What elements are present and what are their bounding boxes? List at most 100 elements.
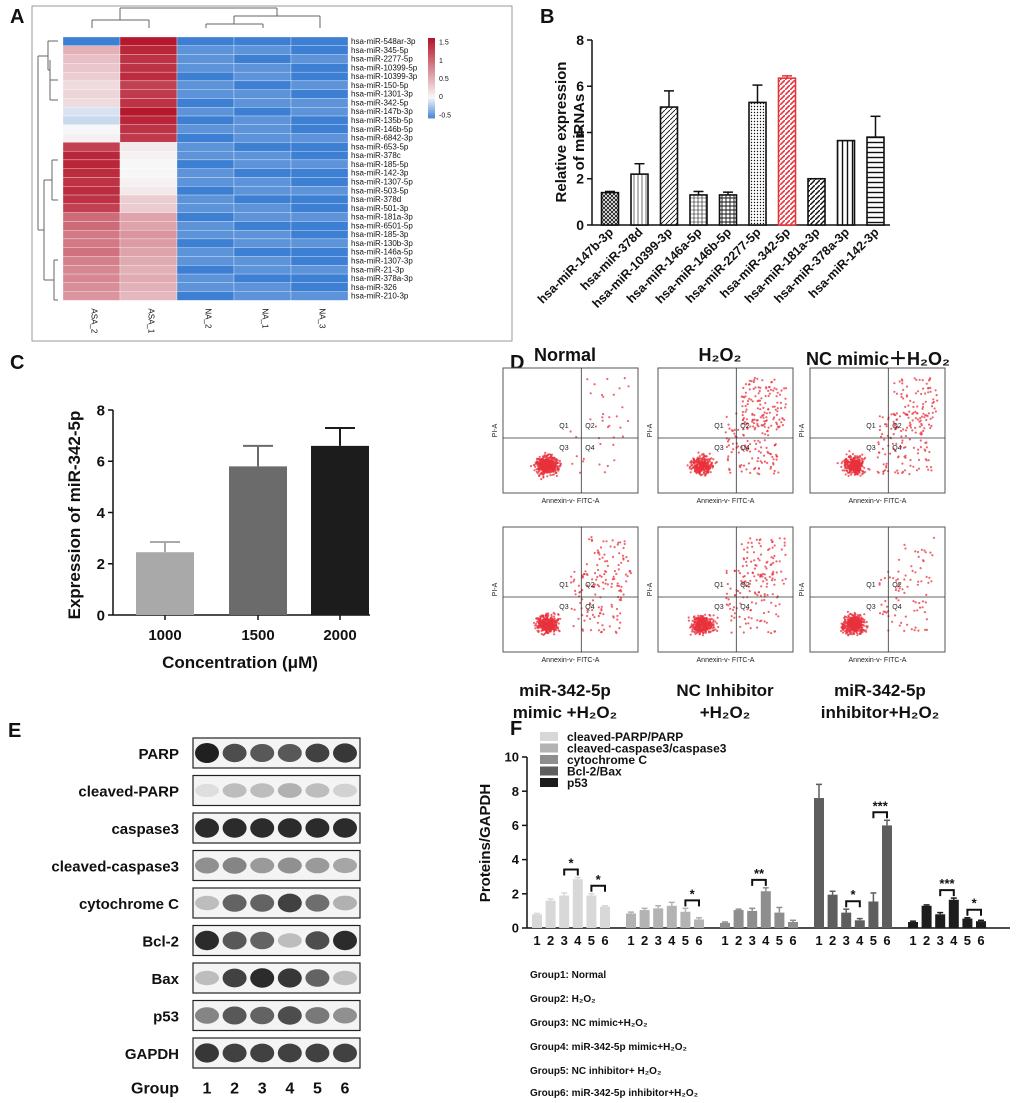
flow-event-dot: [714, 620, 717, 623]
flow-event-dot: [850, 626, 853, 630]
flow-event-dot: [582, 460, 585, 463]
flow-event-dot: [554, 463, 557, 466]
flow-event-dot: [691, 630, 694, 633]
flow-event-dot: [612, 575, 615, 578]
chart-f-significance-label: **: [754, 866, 765, 881]
flow-plot-frame: [809, 367, 946, 494]
flow-event-dot: [914, 426, 917, 429]
heatmap-cell: [233, 150, 292, 161]
flow-event-dot: [598, 463, 601, 466]
flow-event-dot: [851, 625, 855, 628]
flow-event-dot: [538, 474, 541, 477]
heatmap-row-label: hsa-miR-378d: [351, 195, 401, 204]
flow-event-dot: [542, 619, 545, 622]
flow-event-dot: [851, 629, 854, 632]
flow-event-dot: [608, 416, 611, 419]
flow-event-dot: [537, 470, 540, 473]
chart-f-legend-label: Bcl-2/Bax: [567, 765, 622, 779]
flow-event-dot: [749, 609, 752, 612]
flow-event-dot: [851, 453, 855, 456]
flow-event-dot: [538, 466, 541, 469]
flow-event-dot: [853, 625, 856, 629]
flow-event-dot: [893, 413, 896, 416]
flow-event-dot: [859, 623, 862, 627]
flow-event-dot: [756, 619, 759, 622]
flow-event-dot: [857, 462, 860, 465]
flow-event-dot: [541, 626, 544, 629]
flow-event-dot: [540, 620, 543, 624]
flow-event-dot: [857, 619, 860, 622]
flow-event-dot: [573, 578, 576, 581]
heatmap-row-label: hsa-miR-501-3p: [351, 204, 409, 213]
heatmap-cell: [62, 168, 121, 178]
heatmap-row-label: hsa-miR-142-3p: [351, 169, 409, 178]
flow-event-dot: [738, 464, 741, 467]
heatmap-cell: [176, 186, 235, 196]
flow-event-dot: [725, 415, 728, 418]
flow-event-dot: [545, 629, 548, 632]
flow-event-dot: [548, 625, 551, 628]
flow-event-dot: [547, 628, 550, 631]
flow-event-dot: [700, 626, 703, 629]
flow-event-dot: [853, 620, 856, 623]
flow-event-dot: [552, 473, 556, 476]
flow-event-dot: [551, 460, 554, 463]
flow-event-dot: [759, 575, 762, 578]
flow-event-dot: [710, 463, 713, 466]
flow-event-dot: [908, 421, 912, 424]
heatmap-legend-swatch: [428, 91, 435, 95]
heatmap-cell: [176, 177, 235, 187]
flow-event-dot: [857, 616, 861, 620]
flow-event-dot: [703, 625, 707, 628]
flow-event-dot: [742, 418, 745, 421]
chart-b-category-label: hsa-miR-147b-3p: [535, 225, 616, 306]
flow-event-dot: [589, 392, 592, 395]
heatmap-cell: [290, 282, 349, 292]
flow-event-dot: [610, 582, 614, 585]
flow-event-dot: [543, 464, 546, 467]
flow-event-dot: [753, 575, 756, 578]
flow-event-dot: [859, 463, 862, 466]
flow-event-dot: [843, 626, 847, 629]
flow-event-dot: [851, 463, 854, 466]
flow-event-dot: [698, 467, 701, 470]
flow-event-dot: [847, 456, 850, 459]
flow-event-dot: [851, 626, 854, 629]
flow-event-dot: [702, 615, 705, 618]
flow-event-dot: [540, 466, 544, 469]
flow-caption-mimic: miR-342-5p mimic +H₂O₂: [490, 680, 640, 724]
flow-event-dot: [894, 427, 898, 430]
flow-event-dot: [546, 468, 549, 471]
flow-event-dot: [701, 634, 705, 637]
flow-event-dot: [892, 420, 895, 423]
flow-event-dot: [612, 436, 615, 439]
flow-event-dot: [543, 625, 546, 628]
flow-event-dot: [708, 631, 711, 634]
flow-event-dot: [701, 464, 704, 467]
flow-event-dot: [851, 462, 854, 465]
flow-event-dot: [540, 464, 543, 467]
flow-event-dot: [854, 621, 857, 625]
flow-event-dot: [746, 556, 749, 560]
flow-event-dot: [849, 621, 852, 624]
flow-event-dot: [534, 622, 538, 626]
flow-event-dot: [909, 459, 912, 462]
flow-event-dot: [554, 468, 557, 471]
flow-event-dot: [851, 625, 855, 628]
flow-event-dot: [542, 620, 545, 624]
flow-event-dot: [543, 622, 546, 625]
chart-b-bar: [866, 136, 885, 226]
flow-event-dot: [860, 629, 863, 633]
flow-event-dot: [701, 463, 705, 466]
flow-event-dot: [849, 617, 852, 620]
heatmap-cell: [176, 142, 235, 152]
flow-event-dot: [927, 423, 931, 426]
heatmap-cell: [62, 133, 121, 143]
flow-event-dot: [854, 624, 857, 627]
flow-event-dot: [733, 569, 737, 573]
heatmap-cell: [119, 124, 178, 134]
flow-event-dot: [763, 593, 766, 596]
flow-event-dot: [543, 469, 546, 472]
flow-event-dot: [859, 624, 862, 627]
